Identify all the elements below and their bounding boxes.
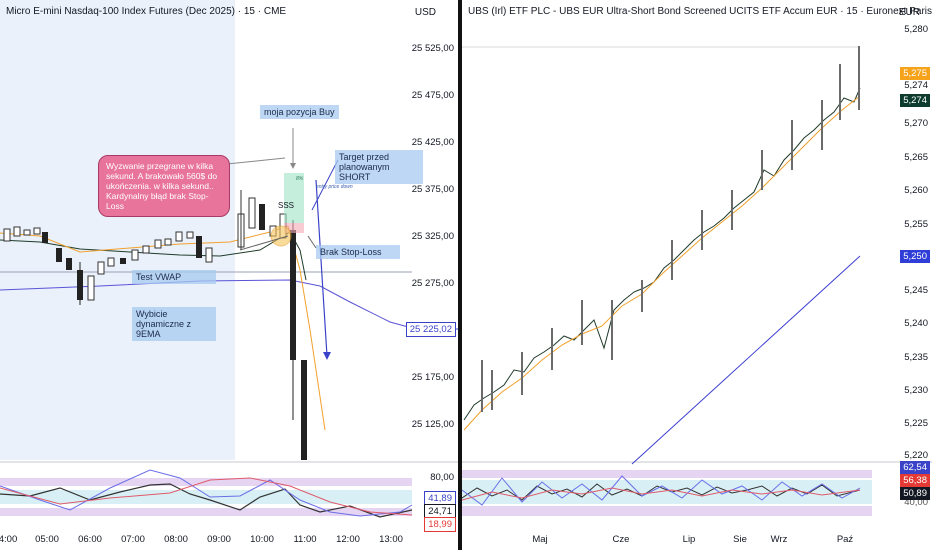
time-label: 05:00 <box>35 534 59 545</box>
osc-band-top <box>0 478 412 486</box>
time-label: Wrz <box>770 534 788 545</box>
price-tag: 5,250 <box>900 250 930 263</box>
osc-red-line <box>0 477 413 516</box>
sl-pointer <box>307 235 317 249</box>
left-chart-canvas[interactable] <box>0 0 458 550</box>
time-label: Lip <box>682 534 696 545</box>
price-line <box>463 87 861 421</box>
osc-band-mid <box>0 490 412 504</box>
price-tag: 5,274 <box>900 94 930 107</box>
candles-group <box>481 46 860 412</box>
price-label: 5,225 <box>904 418 928 429</box>
right-currency: EUR <box>898 7 920 18</box>
target-arrow[interactable] <box>311 159 339 211</box>
moving-average-line <box>0 279 413 329</box>
osc-red-line <box>462 487 861 501</box>
annotation-ema[interactable]: Wybicie dynamiczne z 9EMA <box>132 307 216 341</box>
time-label: 08:00 <box>164 534 188 545</box>
time-label: 11:00 <box>293 534 317 545</box>
price-label: 25 125,00 <box>411 419 454 430</box>
annotation-stop-loss[interactable]: Brak Stop-Loss <box>316 245 400 259</box>
price-label: 25 375,00 <box>411 184 454 195</box>
sss-label: SSS <box>278 201 295 210</box>
annotation-vwap[interactable]: Test VWAP <box>132 270 216 284</box>
price-label: 5,280 <box>904 24 928 35</box>
note-pointer <box>226 157 286 165</box>
profit-zone[interactable] <box>284 173 304 223</box>
osc-band-bottom <box>0 508 412 516</box>
time-label: 09:00 <box>207 534 231 545</box>
osc-label: 40,00 <box>904 497 928 508</box>
ema-fast-line <box>0 225 326 431</box>
time-label: Cze <box>612 534 630 545</box>
time-label: 13:00 <box>379 534 403 545</box>
left-currency: USD <box>414 7 436 18</box>
osc-tag: 50,89 <box>900 487 930 500</box>
price-label: 5,274 <box>904 80 928 91</box>
pct-label: 8% <box>296 176 304 182</box>
price-label: 25 425,00 <box>411 137 454 148</box>
price-label: 5,235 <box>904 352 928 363</box>
pane-divider[interactable] <box>458 0 462 550</box>
price-tag: 5,275 <box>900 67 930 80</box>
price-label: 5,240 <box>904 318 928 329</box>
osc-tag: 56,38 <box>900 474 930 487</box>
price-label: 5,265 <box>904 152 928 163</box>
entry-label: entry price down <box>316 184 353 190</box>
price-label: 25 475,00 <box>411 90 454 101</box>
price-label: 25 275,00 <box>411 278 454 289</box>
osc-tag: 18,99 <box>424 517 456 532</box>
osc-blue-line <box>462 475 861 506</box>
right-chart-canvas[interactable] <box>462 0 932 550</box>
time-label: Maj <box>532 534 548 545</box>
callout-note[interactable]: Wyzwanie przegrane w kilka sekund. A bra… <box>98 155 230 217</box>
price-label: 5,270 <box>904 118 928 129</box>
time-label: 4:00 <box>0 534 18 545</box>
price-label: 25 525,00 <box>411 43 454 54</box>
candles-group <box>3 190 307 460</box>
time-label: 10:00 <box>250 534 274 545</box>
time-label: 06:00 <box>78 534 102 545</box>
drop-arrow[interactable] <box>315 179 328 357</box>
entry-circle[interactable] <box>270 225 292 247</box>
price-label: 25 325,00 <box>411 231 454 242</box>
left-chart-pane[interactable]: Micro E-mini Nasdaq-100 Index Futures (D… <box>0 0 458 550</box>
moving-average-line <box>631 255 861 465</box>
osc-label: 80,00 <box>430 472 454 483</box>
price-label: 5,220 <box>904 450 928 461</box>
right-chart-title: UBS (Irl) ETF PLC - UBS EUR Ultra-Short … <box>468 6 932 17</box>
annotation-target[interactable]: Target przed planowanym SHORT <box>335 150 423 184</box>
right-chart-pane[interactable]: UBS (Irl) ETF PLC - UBS EUR Ultra-Short … <box>462 0 932 550</box>
price-label: 5,245 <box>904 285 928 296</box>
ema-line <box>463 95 861 431</box>
price-label: 5,255 <box>904 219 928 230</box>
loss-zone[interactable] <box>284 223 304 233</box>
time-label: Paź <box>836 534 854 545</box>
time-label: 07:00 <box>121 534 145 545</box>
time-label: 12:00 <box>336 534 360 545</box>
price-tag: 25 225,02 <box>405 322 456 337</box>
price-label: 5,260 <box>904 185 928 196</box>
price-label: 25 175,00 <box>411 372 454 383</box>
ema-pointer <box>239 235 289 251</box>
time-label: Sie <box>733 534 747 545</box>
osc-main-line <box>0 483 413 518</box>
osc-blue-line <box>0 469 413 517</box>
price-label: 5,230 <box>904 385 928 396</box>
osc-tag: 62,54 <box>900 461 930 474</box>
annotation-position[interactable]: moja pozycja Buy <box>260 105 339 119</box>
left-chart-title: Micro E-mini Nasdaq-100 Index Futures (D… <box>6 6 287 17</box>
